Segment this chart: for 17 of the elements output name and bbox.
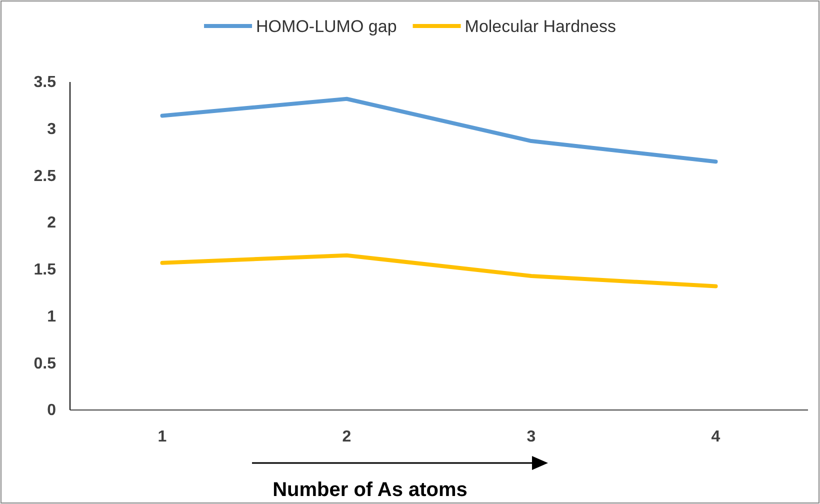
x-axis-title: Number of As atoms <box>272 479 468 501</box>
y-tick-label: 2 <box>47 214 56 232</box>
y-tick-label: 3 <box>47 120 56 138</box>
x-tick-label: 1 <box>158 428 167 446</box>
legend-label: Molecular Hardness <box>464 16 616 36</box>
legend-label: HOMO-LUMO gap <box>256 16 397 36</box>
x-tick-label: 4 <box>711 428 720 446</box>
y-tick-label: 1 <box>47 308 56 326</box>
x-tick-label: 2 <box>342 428 352 446</box>
y-tick-label: 2.5 <box>34 168 56 185</box>
x-tick-label: 3 <box>526 428 536 446</box>
line-series <box>160 253 718 288</box>
y-tick-label: 1.5 <box>34 262 56 279</box>
y-tick-label: 0.5 <box>34 355 56 372</box>
line-series <box>160 96 718 164</box>
y-tick-label: 0 <box>47 402 56 420</box>
y-tick-label: 3.5 <box>34 74 56 92</box>
